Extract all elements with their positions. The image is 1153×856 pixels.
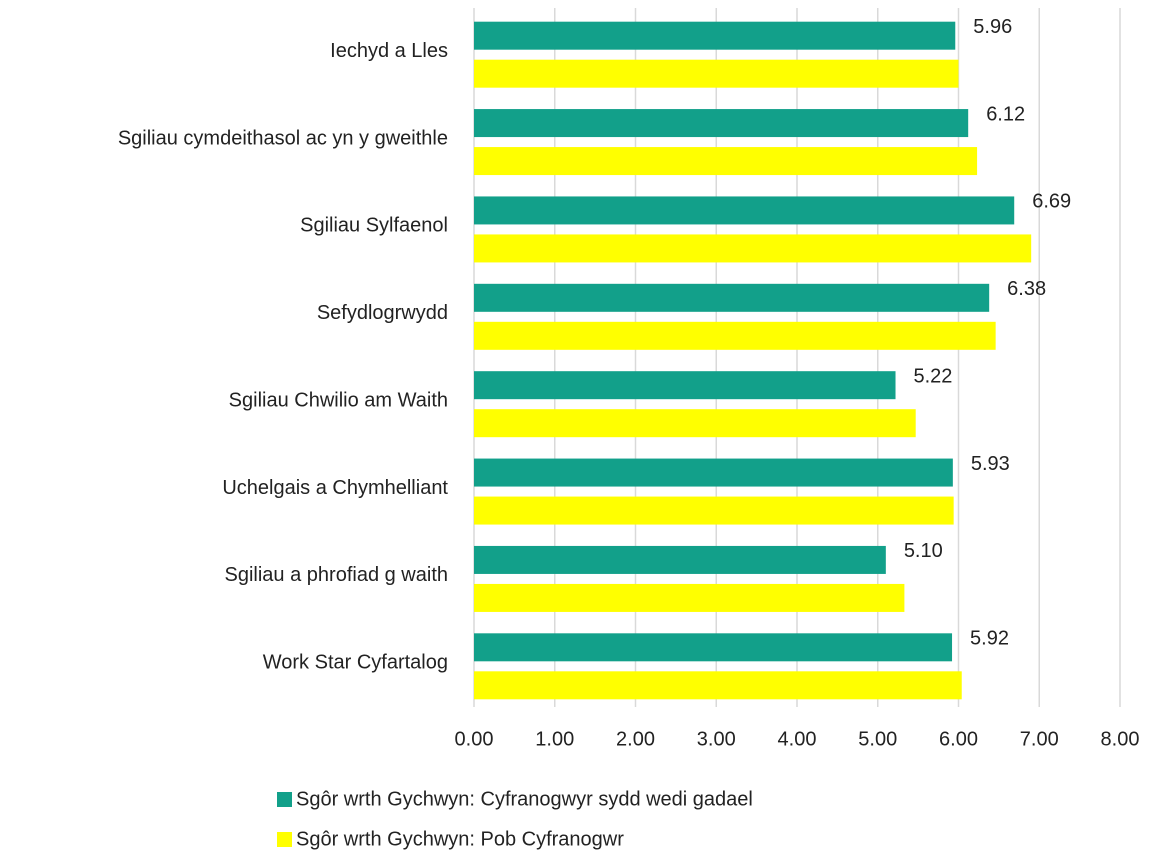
bar	[474, 633, 953, 662]
data-label: 5.22	[914, 365, 953, 387]
legend-label: Sgôr wrth Gychwyn: Pob Cyfranogwr	[296, 828, 624, 850]
bar	[474, 21, 956, 50]
x-tick-label: 2.00	[616, 728, 655, 750]
x-tick-label: 5.00	[858, 728, 897, 750]
data-label: 6.69	[1032, 191, 1071, 213]
legend-swatch	[277, 832, 292, 847]
bar	[474, 147, 978, 176]
data-label: 5.93	[971, 453, 1010, 475]
x-tick-label: 8.00	[1101, 728, 1140, 750]
data-label: 5.92	[970, 628, 1009, 650]
bar	[474, 196, 1015, 225]
bar	[474, 59, 959, 88]
y-tick-label: Uchelgais a Chymhelliant	[222, 477, 448, 499]
x-tick-label: 7.00	[1020, 728, 1059, 750]
data-label: 6.12	[986, 103, 1025, 125]
legend-label: Sgôr wrth Gychwyn: Cyfranogwyr sydd wedi…	[296, 788, 753, 810]
bar	[474, 496, 954, 525]
data-label: 6.38	[1007, 278, 1046, 300]
bar	[474, 371, 896, 400]
legend-swatch	[277, 792, 292, 807]
bar	[474, 321, 996, 350]
bar	[474, 545, 886, 574]
x-tick-label: 6.00	[939, 728, 978, 750]
y-tick-label: Sgiliau Chwilio am Waith	[229, 389, 448, 411]
y-tick-label: Iechyd a Lles	[330, 40, 448, 62]
y-tick-label: Sefydlogrwydd	[317, 302, 448, 324]
data-label: 5.96	[973, 16, 1012, 38]
bar	[474, 283, 990, 312]
x-tick-label: 0.00	[455, 728, 494, 750]
y-tick-label: Work Star Cyfartalog	[263, 652, 448, 674]
y-tick-label: Sgiliau cymdeithasol ac yn y gweithle	[118, 127, 448, 149]
y-tick-label: Sgiliau a phrofiad g waith	[225, 564, 448, 586]
bar	[474, 409, 916, 438]
x-tick-label: 3.00	[697, 728, 736, 750]
x-tick-label: 4.00	[778, 728, 817, 750]
x-tick-label: 1.00	[535, 728, 574, 750]
bar	[474, 671, 962, 700]
y-tick-label: Sgiliau Sylfaenol	[300, 215, 448, 237]
data-label: 5.10	[904, 540, 943, 562]
bar	[474, 583, 905, 612]
bar	[474, 109, 969, 138]
bar	[474, 234, 1032, 263]
bar	[474, 458, 953, 487]
